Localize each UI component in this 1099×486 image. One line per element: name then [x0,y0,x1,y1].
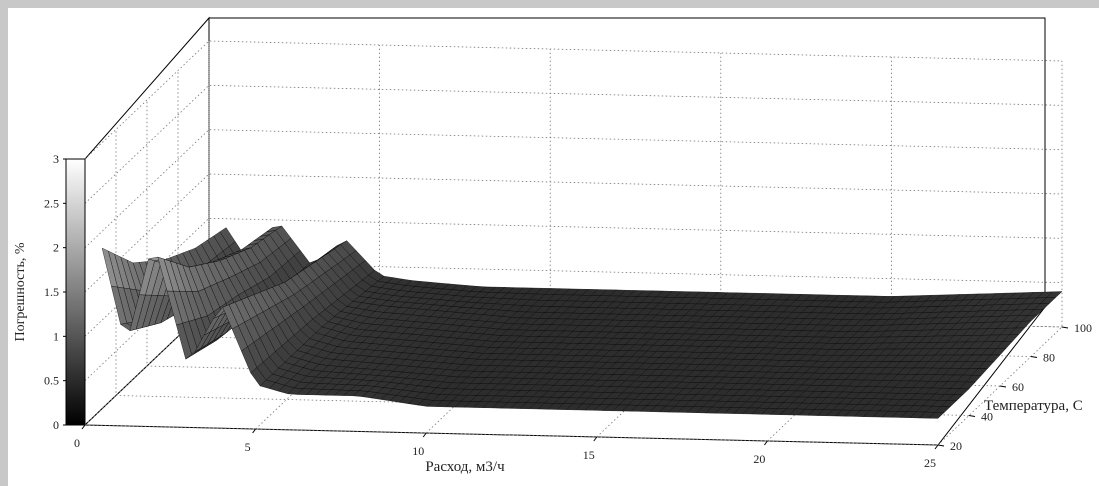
y-tick [968,415,976,417]
axis-labels: Погрешность, % Расход, м3/ч Температура,… [13,242,1083,475]
y-tick-label: 40 [981,410,993,424]
z-tick-label: 2 [53,241,59,255]
z-grid-line [84,129,1063,248]
y-tick [999,385,1007,388]
x-tick [934,444,939,450]
x-tick [422,432,427,438]
y-tick-label: 80 [1043,351,1055,365]
x-tick-label: 25 [924,456,936,470]
z-tick-label: 2.5 [44,196,59,210]
colorbar [65,158,86,426]
z-tick-label: 0 [53,418,59,432]
z-grid-line [84,84,1063,204]
y-tick-label: 100 [1074,321,1092,335]
y-tick [1061,326,1069,329]
x-tick-label: 0 [74,436,80,450]
x-tick [593,436,598,442]
x-tick-label: 20 [753,452,765,466]
z-grid-line [84,262,1063,381]
z-grid-line [84,306,1063,426]
x-tick [252,428,257,434]
y-tick-label: 20 [950,439,962,453]
x-tick-label: 15 [583,448,595,462]
z-tick-label: 3 [53,152,59,166]
z-tick-label: 0.5 [44,374,59,388]
axes-group: 0 5 10 15 20 25 20 40 60 80 100 0 0.5 1 1.5 2 2.5 3 [44,152,1092,470]
z-grid-line [84,173,1063,293]
y-axis-label: Температура, С [984,398,1083,414]
x-tick [81,424,86,430]
y-tick-label: 60 [1012,380,1024,394]
y-tick [937,444,945,447]
x-tick [764,440,768,446]
x-axis-label: Расход, м3/ч [425,459,505,475]
z-axis-label: Погрешность, % [13,242,28,341]
y-tick [1030,356,1038,358]
z-tick-label: 1 [53,329,59,343]
z-tick-label: 1.5 [44,285,59,299]
z-grid-line [84,40,1063,160]
x-tick-label: 10 [412,444,424,458]
surface-mesh [101,225,1063,419]
x-tick-label: 5 [245,440,251,454]
surface-patch [928,412,945,419]
